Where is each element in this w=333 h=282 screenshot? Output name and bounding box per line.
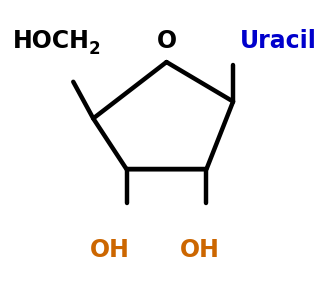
Text: O: O	[157, 29, 176, 53]
Text: OH: OH	[90, 237, 130, 262]
Text: HOCH: HOCH	[13, 29, 90, 53]
Text: 2: 2	[88, 40, 100, 58]
Text: OH: OH	[180, 237, 220, 262]
Text: Uracil: Uracil	[240, 29, 317, 53]
